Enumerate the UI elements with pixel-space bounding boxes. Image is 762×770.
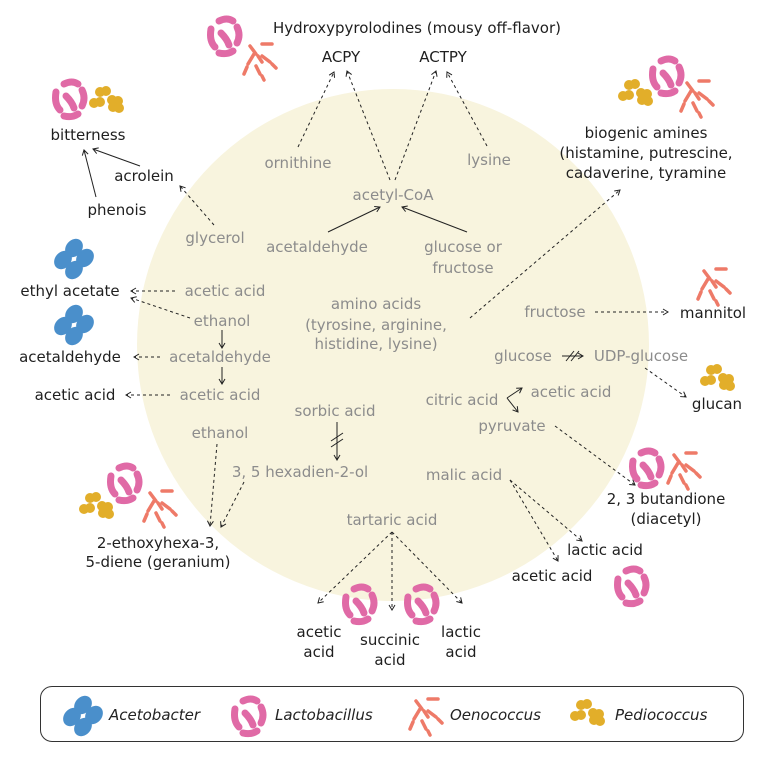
acetobacter-icon <box>50 235 98 283</box>
lactobacillus-icon <box>633 451 662 486</box>
lactobacillus-icon <box>618 569 647 604</box>
actpy-label: ACTPY <box>419 48 467 66</box>
diacetyl-label: (diacetyl) <box>630 510 702 528</box>
amino-acids-list-line2: histidine, lysine) <box>314 335 438 353</box>
oenococcus-icon <box>242 42 278 82</box>
geranium-label-line1: 2-ethoxyhexa-3, <box>96 534 220 552</box>
lactobacillus-icon <box>211 19 240 54</box>
biogenic-amines-line2: (histamine, putrescine, <box>559 144 733 162</box>
ethyl-acetate-label: ethyl acetate <box>20 282 120 300</box>
fructose-label: fructose <box>432 259 494 277</box>
bitterness-label: bitterness <box>50 126 126 144</box>
acetic-acid-product-label: acetic acid <box>511 567 593 585</box>
amino-acids-list-line1: (tyrosine, arginine, <box>305 316 447 334</box>
butandione-label: 2, 3 butandione <box>606 490 726 508</box>
acetic-acid-label: acetic acid <box>184 282 266 300</box>
biogenic-amines-line3: cadaverine, tyramine <box>565 164 727 182</box>
oenococcus-icon <box>679 79 715 119</box>
background-circle <box>137 89 649 601</box>
lactobacillus-icon <box>653 59 682 94</box>
oenococcus-icon <box>666 451 702 491</box>
oenococcus-icon <box>408 697 444 737</box>
fructose-label: fructose <box>524 303 586 321</box>
acetaldehyde-label: acetaldehyde <box>169 348 271 366</box>
succinic-acid-line2: acid <box>374 651 406 669</box>
acetaldehyde-label: acetaldehyde <box>266 238 368 256</box>
pyruvate-label: pyruvate <box>478 417 546 435</box>
malic-acid-label: malic acid <box>425 466 503 484</box>
lactobacillus-icon <box>56 82 85 117</box>
oenococcus-icon <box>142 489 178 529</box>
ornithine-label: ornithine <box>264 154 332 172</box>
udp-glucose-label: UDP-glucose <box>593 347 689 365</box>
solid-arrows <box>81 147 584 461</box>
acrolein-label: acrolein <box>114 167 174 185</box>
phenois-label: phenois <box>87 201 147 219</box>
sorbic-acid-label: sorbic acid <box>294 402 376 420</box>
oenococcus-icon <box>696 267 732 307</box>
pediococcus-icon <box>570 699 605 726</box>
biogenic-amines-label: biogenic amines <box>584 124 708 142</box>
lactobacillus-icon <box>111 466 140 501</box>
pediococcus-icon <box>79 492 114 519</box>
glucose-label: glucose <box>494 347 552 365</box>
acetobacter-icon <box>59 692 107 740</box>
tartaric-acid-label: tartaric acid <box>346 511 438 529</box>
citric-acid-label: citric acid <box>425 391 499 409</box>
hexadienol-label: 3, 5 hexadien-2-ol <box>231 463 369 481</box>
acetic-acid-label: acetic acid <box>530 383 612 401</box>
legend-pediococcus: Pediococcus <box>615 706 708 724</box>
lactobacillus-icon <box>235 699 264 734</box>
ethanol-label: ethanol <box>193 312 251 330</box>
glucan-label: glucan <box>691 395 743 413</box>
geranium-label-line2: 5-diene (geranium) <box>85 553 231 571</box>
acetic-acid-product-label: acetic acid <box>34 386 116 404</box>
acetic-acid-bottom-line2: acid <box>303 643 335 661</box>
lysine-label: lysine <box>467 151 511 169</box>
pediococcus-icon <box>89 86 124 113</box>
acetaldehyde-product-label: acetaldehyde <box>19 348 121 366</box>
acpy-label: ACPY <box>321 48 361 66</box>
hydroxypyrolodines-title: Hydroxypyrolodines (mousy off-flavor) <box>273 19 561 37</box>
legend-oenococcus: Oenococcus <box>450 706 541 724</box>
acetic-acid-label: acetic acid <box>179 386 261 404</box>
legend-lactobacillus: Lactobacillus <box>275 706 373 724</box>
acetobacter-icon <box>50 301 98 349</box>
acetyl-coa-label: acetyl-CoA <box>352 186 434 204</box>
dashed-arrows <box>125 70 687 611</box>
lactic-acid-bottom-line1: lactic <box>441 623 481 641</box>
glucose-or-label: glucose or <box>424 238 502 256</box>
amino-acids-label: amino acids <box>330 295 422 313</box>
lactic-acid-product-label: lactic acid <box>567 541 643 559</box>
legend: Acetobacter Lactobacillus Oenococcus Ped… <box>40 686 744 742</box>
mannitol-label: mannitol <box>679 304 747 322</box>
pediococcus-icon <box>618 79 653 106</box>
arrows <box>81 70 687 611</box>
pediococcus-icon <box>700 364 735 391</box>
lactic-acid-bottom-line2: acid <box>445 643 477 661</box>
ethanol-label: ethanol <box>191 424 249 442</box>
legend-acetobacter: Acetobacter <box>109 706 201 724</box>
glycerol-label: glycerol <box>185 229 245 247</box>
succinic-acid-line1: succinic <box>360 631 420 649</box>
acetic-acid-bottom-line1: acetic <box>296 623 342 641</box>
